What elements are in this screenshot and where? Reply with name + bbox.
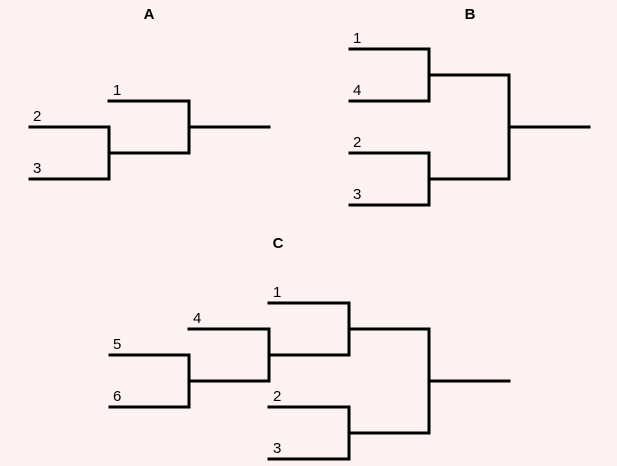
bracket-a: A 1 2 3 — [28, 6, 271, 181]
bracket-a-seed-2: 2 — [33, 108, 41, 125]
bracket-c-seed-3: 3 — [273, 440, 281, 457]
bracket-a-title: A — [144, 6, 155, 23]
bracket-a-seed-1: 1 — [113, 82, 121, 99]
bracket-b-title: B — [465, 6, 476, 23]
bracket-c-title: C — [273, 235, 284, 252]
bracket-c: C 1 4 5 6 2 3 — [108, 235, 511, 461]
bracket-c-seed-5: 5 — [113, 336, 121, 353]
bracket-b-seed-4: 4 — [353, 82, 361, 99]
bracket-b-seed-2: 2 — [353, 134, 361, 151]
bracket-c-seed-2: 2 — [273, 388, 281, 405]
bracket-c-seed-1: 1 — [273, 284, 281, 301]
bracket-b-seed-3: 3 — [353, 186, 361, 203]
bracket-c-seed-4: 4 — [193, 310, 201, 327]
bracket-b-seed-1: 1 — [353, 30, 361, 47]
bracket-c-seed-6: 6 — [113, 388, 121, 405]
bracket-b: B 1 4 2 3 — [348, 6, 591, 207]
bracket-a-seed-3: 3 — [33, 160, 41, 177]
